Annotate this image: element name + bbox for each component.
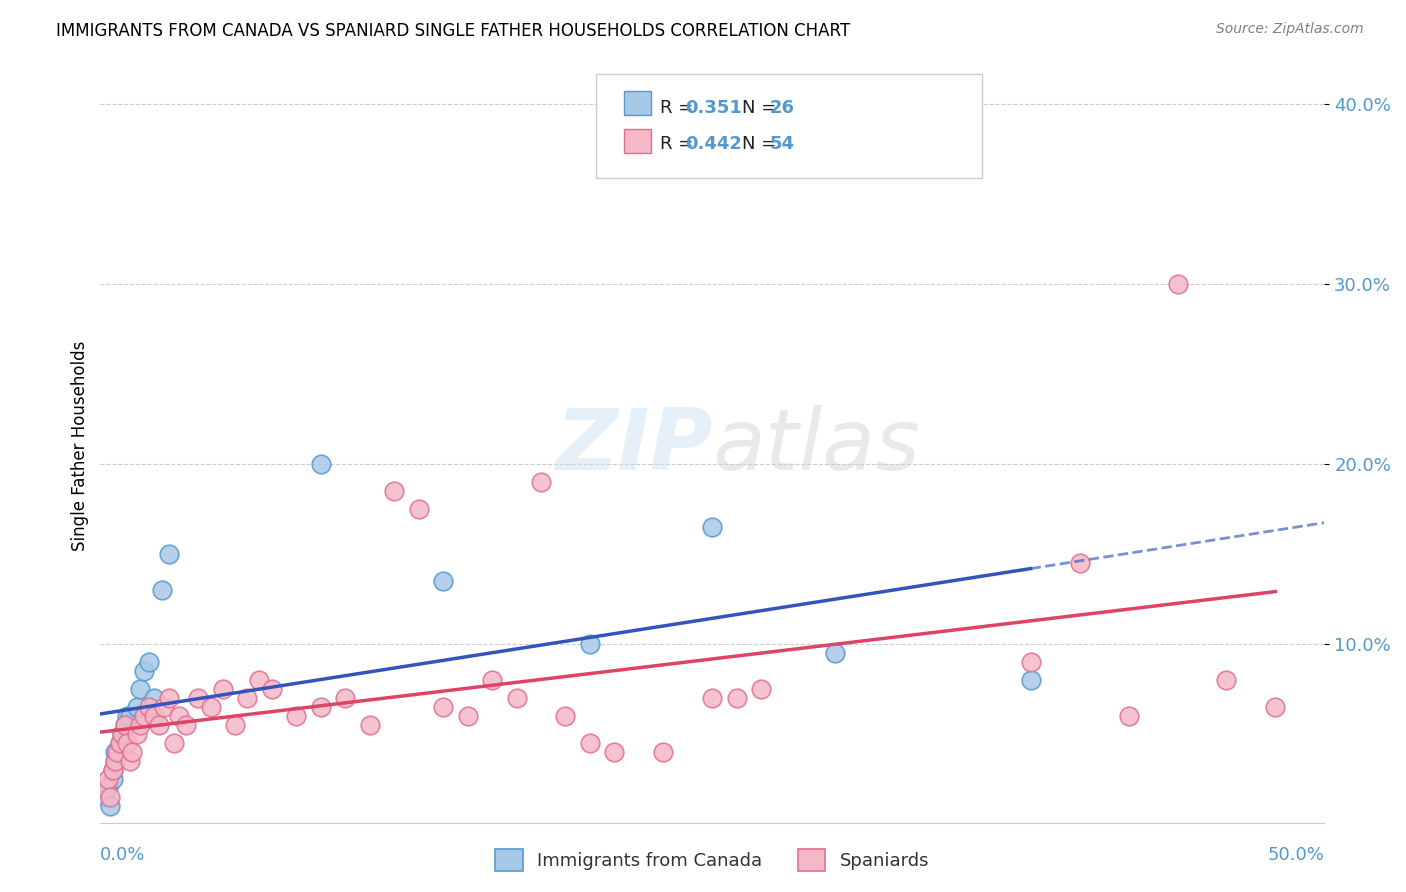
Point bbox=[107, 745, 129, 759]
Point bbox=[157, 690, 180, 705]
Point bbox=[98, 789, 121, 804]
Text: 26: 26 bbox=[770, 99, 794, 117]
Point bbox=[702, 690, 724, 705]
Point bbox=[104, 745, 127, 759]
Point bbox=[1215, 673, 1237, 687]
Point bbox=[143, 708, 166, 723]
Point bbox=[285, 708, 308, 723]
Point bbox=[382, 483, 405, 498]
Point bbox=[138, 655, 160, 669]
Text: N =: N = bbox=[742, 135, 782, 153]
Point bbox=[104, 754, 127, 768]
Point bbox=[121, 745, 143, 759]
Point bbox=[97, 772, 120, 786]
Text: 0.351: 0.351 bbox=[686, 99, 742, 117]
Point bbox=[200, 699, 222, 714]
Text: N =: N = bbox=[742, 99, 782, 117]
Point bbox=[224, 717, 246, 731]
Legend: Immigrants from Canada, Spaniards: Immigrants from Canada, Spaniards bbox=[488, 842, 936, 879]
Point bbox=[457, 708, 479, 723]
Text: R =: R = bbox=[659, 99, 699, 117]
Point bbox=[117, 708, 139, 723]
Point bbox=[725, 690, 748, 705]
Point bbox=[114, 717, 136, 731]
Point bbox=[187, 690, 209, 705]
Y-axis label: Single Father Households: Single Father Households bbox=[72, 341, 89, 551]
Point bbox=[1019, 673, 1042, 687]
Point bbox=[98, 798, 121, 813]
Text: R =: R = bbox=[659, 135, 699, 153]
Point bbox=[134, 664, 156, 678]
Point bbox=[138, 699, 160, 714]
Point bbox=[150, 582, 173, 597]
Point bbox=[824, 646, 846, 660]
FancyBboxPatch shape bbox=[624, 91, 651, 115]
Point bbox=[107, 748, 129, 763]
Point bbox=[432, 699, 454, 714]
Point bbox=[481, 673, 503, 687]
Point bbox=[128, 717, 150, 731]
Point bbox=[167, 708, 190, 723]
Point bbox=[579, 637, 602, 651]
Text: atlas: atlas bbox=[713, 404, 921, 488]
Point bbox=[153, 699, 176, 714]
Point bbox=[1069, 556, 1091, 570]
Point bbox=[101, 763, 124, 777]
Point bbox=[101, 763, 124, 777]
Text: ZIP: ZIP bbox=[555, 404, 713, 488]
Point bbox=[117, 736, 139, 750]
Point bbox=[114, 717, 136, 731]
Point bbox=[125, 699, 148, 714]
Point bbox=[530, 475, 553, 489]
Point bbox=[309, 457, 332, 471]
Point bbox=[652, 745, 675, 759]
Point bbox=[1019, 655, 1042, 669]
Point bbox=[505, 690, 527, 705]
Point bbox=[260, 681, 283, 696]
Point bbox=[157, 547, 180, 561]
Point bbox=[108, 736, 131, 750]
Point bbox=[211, 681, 233, 696]
Text: 50.0%: 50.0% bbox=[1268, 846, 1324, 863]
Point bbox=[554, 708, 576, 723]
Point bbox=[579, 736, 602, 750]
Point bbox=[359, 717, 381, 731]
Text: 0.442: 0.442 bbox=[686, 135, 742, 153]
Point bbox=[148, 717, 170, 731]
Point bbox=[702, 520, 724, 534]
Point bbox=[104, 754, 127, 768]
Point bbox=[1264, 699, 1286, 714]
Point bbox=[249, 673, 271, 687]
Point bbox=[118, 708, 141, 723]
Point bbox=[333, 690, 356, 705]
Point bbox=[1166, 277, 1188, 292]
Point bbox=[101, 772, 124, 786]
Text: IMMIGRANTS FROM CANADA VS SPANIARD SINGLE FATHER HOUSEHOLDS CORRELATION CHART: IMMIGRANTS FROM CANADA VS SPANIARD SINGL… bbox=[56, 22, 851, 40]
Point bbox=[603, 745, 626, 759]
Point bbox=[125, 726, 148, 740]
Point bbox=[128, 681, 150, 696]
FancyBboxPatch shape bbox=[596, 74, 981, 178]
FancyBboxPatch shape bbox=[624, 129, 651, 153]
Point bbox=[94, 789, 117, 804]
Point bbox=[143, 690, 166, 705]
Point bbox=[111, 726, 134, 740]
Point bbox=[134, 708, 156, 723]
Point bbox=[309, 699, 332, 714]
Point bbox=[432, 574, 454, 588]
Point bbox=[1118, 708, 1140, 723]
Point bbox=[111, 726, 134, 740]
Point bbox=[408, 502, 430, 516]
Point bbox=[94, 780, 117, 795]
Text: Source: ZipAtlas.com: Source: ZipAtlas.com bbox=[1216, 22, 1364, 37]
Point bbox=[97, 780, 120, 795]
Point bbox=[108, 736, 131, 750]
Point bbox=[118, 754, 141, 768]
Point bbox=[163, 736, 186, 750]
Point bbox=[749, 681, 772, 696]
Text: 54: 54 bbox=[770, 135, 794, 153]
Point bbox=[236, 690, 259, 705]
Text: 0.0%: 0.0% bbox=[100, 846, 146, 863]
Point bbox=[174, 717, 197, 731]
